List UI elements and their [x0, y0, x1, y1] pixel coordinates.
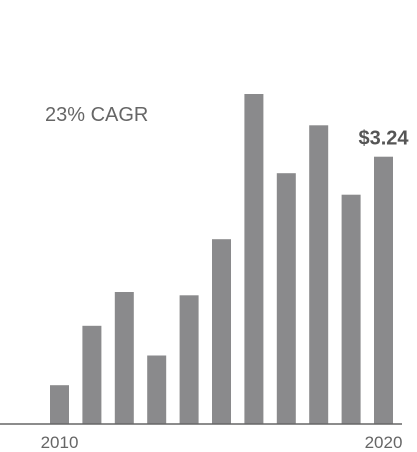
bar-2020 — [374, 156, 393, 424]
bar-2011 — [82, 325, 102, 424]
bar-2016 — [244, 94, 264, 424]
cagr-annotation: 23% CAGR — [45, 104, 148, 126]
bar-2018 — [309, 125, 329, 425]
x-tick-labels: 2010 2020 — [41, 433, 403, 452]
bar-2012 — [114, 292, 134, 424]
x-tick-label-2020: 2020 — [365, 433, 403, 452]
bar-2015 — [212, 239, 231, 424]
bar-2017 — [276, 173, 296, 424]
x-tick-label-2010: 2010 — [41, 433, 79, 452]
bar-2013 — [147, 355, 167, 424]
bar-2010 — [50, 385, 69, 424]
final-value-label: $3.24 — [358, 128, 409, 150]
bars-group — [50, 94, 393, 425]
bar-2014 — [179, 295, 199, 424]
bar-2019 — [341, 194, 361, 424]
